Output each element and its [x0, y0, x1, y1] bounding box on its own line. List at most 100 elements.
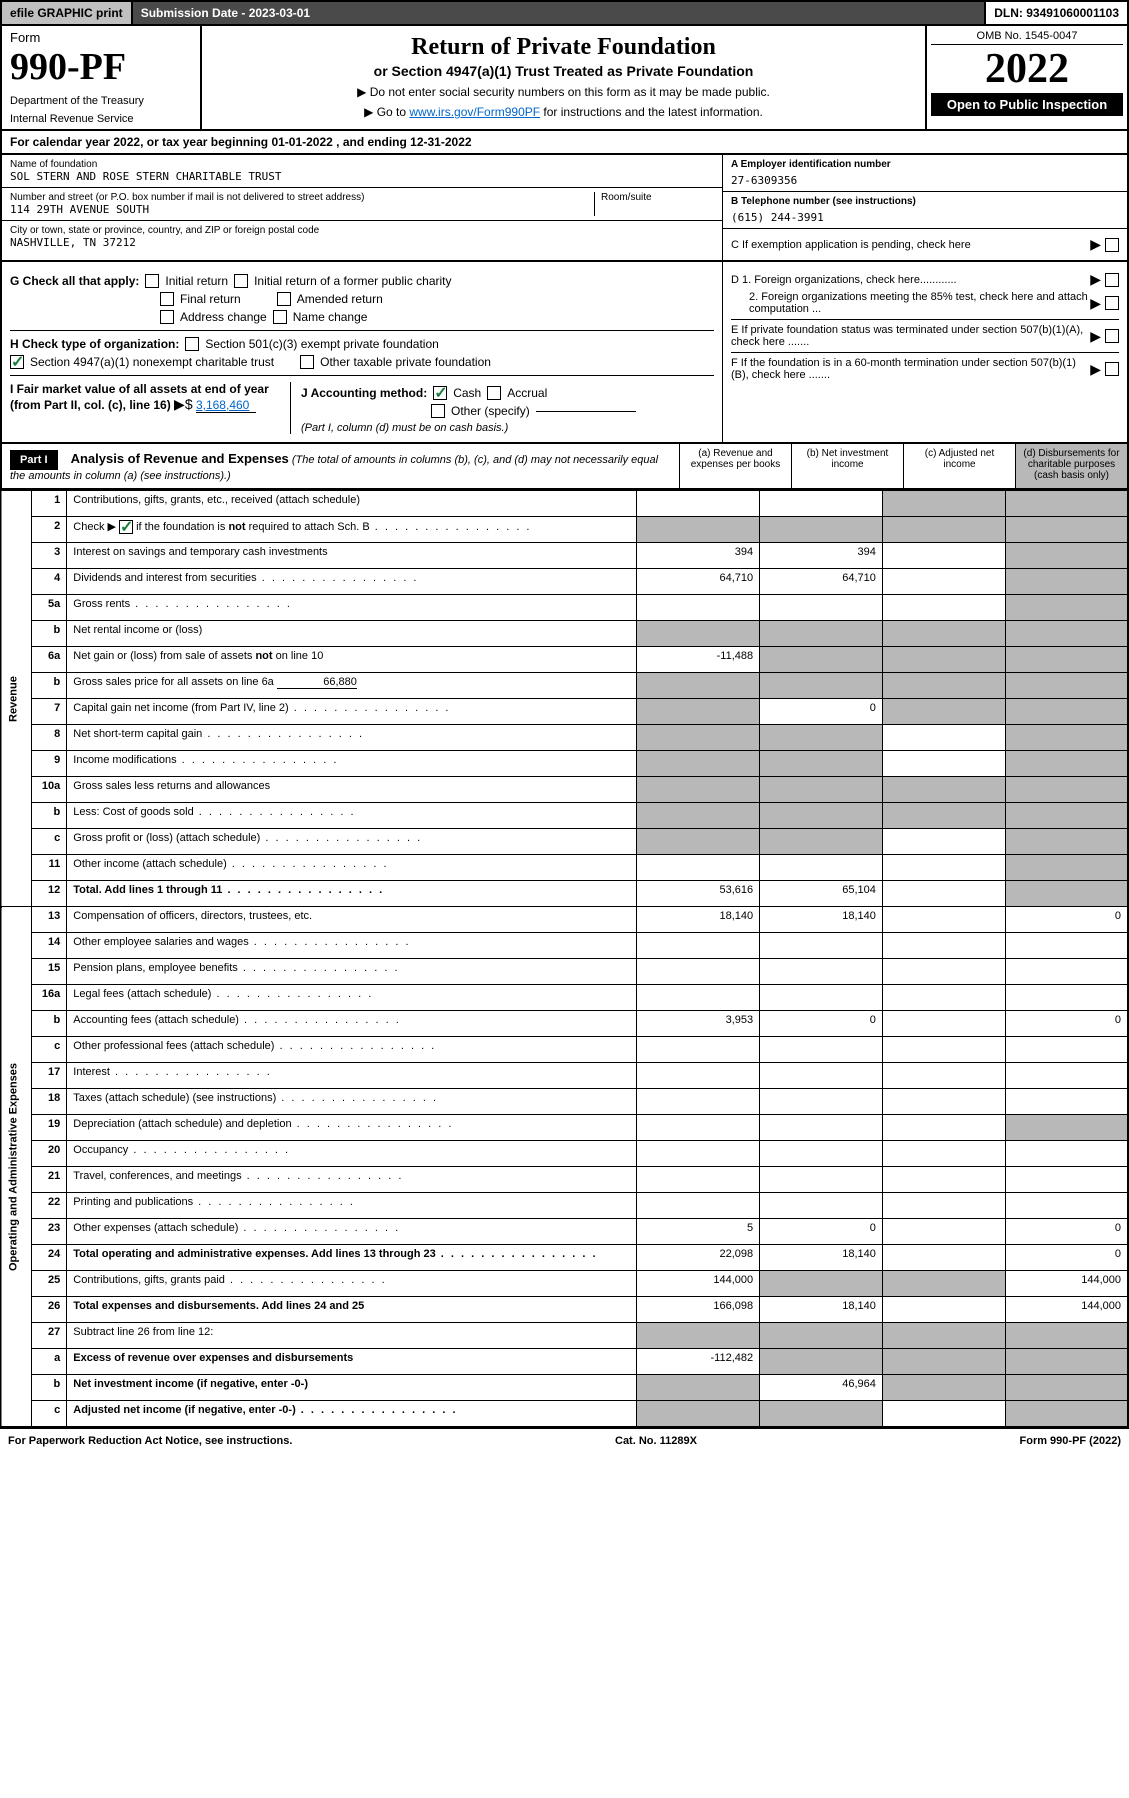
line-number: 2 — [32, 517, 67, 543]
value-cell-a — [637, 1037, 760, 1063]
value-cell-e — [1005, 1141, 1128, 1167]
value-cell-a — [637, 751, 760, 777]
j-cash-checkbox[interactable] — [433, 386, 447, 400]
line-description: Travel, conferences, and meetings — [67, 1167, 637, 1193]
value-cell-b — [760, 803, 883, 829]
value-cell-b — [760, 1401, 883, 1427]
j-other-checkbox[interactable] — [431, 404, 445, 418]
f-checkbox[interactable] — [1105, 362, 1119, 376]
d1-checkbox[interactable] — [1105, 273, 1119, 287]
value-cell-a: 394 — [637, 543, 760, 569]
name-label: Name of foundation — [10, 159, 714, 170]
line-number: 22 — [32, 1193, 67, 1219]
j-accrual-checkbox[interactable] — [487, 386, 501, 400]
value-cell-e — [1005, 1193, 1128, 1219]
value-cell-b — [760, 777, 883, 803]
value-cell-a — [637, 1063, 760, 1089]
value-cell-e — [1005, 777, 1128, 803]
value-cell-e — [1005, 1375, 1128, 1401]
value-cell-c — [882, 621, 1005, 647]
value-cell-c — [882, 517, 1005, 543]
value-cell-a — [637, 673, 760, 699]
line-number: 10a — [32, 777, 67, 803]
line-number: 27 — [32, 1323, 67, 1349]
line-description: Printing and publications — [67, 1193, 637, 1219]
c-checkbox[interactable] — [1105, 238, 1119, 252]
value-cell-b — [760, 673, 883, 699]
e-checkbox[interactable] — [1105, 329, 1119, 343]
value-cell-b — [760, 491, 883, 517]
foundation-name: SOL STERN AND ROSE STERN CHARITABLE TRUS… — [10, 170, 714, 183]
value-cell-b — [760, 1271, 883, 1297]
line-description: Subtract line 26 from line 12: — [67, 1323, 637, 1349]
g-name-checkbox[interactable] — [273, 310, 287, 324]
value-cell-e — [1005, 517, 1128, 543]
h-501c3-checkbox[interactable] — [185, 337, 199, 351]
value-cell-c — [882, 1219, 1005, 1245]
revenue-side-label: Revenue — [1, 491, 32, 907]
value-cell-c — [882, 985, 1005, 1011]
ein-label: A Employer identification number — [731, 159, 1119, 170]
value-cell-b — [760, 1115, 883, 1141]
table-row: Revenue1Contributions, gifts, grants, et… — [1, 491, 1128, 517]
line-number: 17 — [32, 1063, 67, 1089]
value-cell-a: 166,098 — [637, 1297, 760, 1323]
value-cell-a — [637, 1089, 760, 1115]
c-label: C If exemption application is pending, c… — [731, 239, 971, 251]
table-row: 9Income modifications — [1, 751, 1128, 777]
value-cell-c — [882, 1297, 1005, 1323]
h-4947-checkbox[interactable] — [10, 355, 24, 369]
footer-left: For Paperwork Reduction Act Notice, see … — [8, 1435, 292, 1447]
value-cell-b: 0 — [760, 1011, 883, 1037]
h-other-checkbox[interactable] — [300, 355, 314, 369]
value-cell-b — [760, 1141, 883, 1167]
g-initial-checkbox[interactable] — [145, 274, 159, 288]
value-cell-a — [637, 1115, 760, 1141]
ein-value: 27-6309356 — [731, 174, 1119, 187]
line-description: Gross rents — [67, 595, 637, 621]
i-value-link[interactable]: 3,168,460 — [196, 398, 256, 413]
line-description: Other professional fees (attach schedule… — [67, 1037, 637, 1063]
footer-mid: Cat. No. 11289X — [615, 1435, 697, 1447]
g-final-checkbox[interactable] — [160, 292, 174, 306]
line-number: 12 — [32, 881, 67, 907]
d2-checkbox[interactable] — [1105, 296, 1119, 310]
e-label: E If private foundation status was termi… — [731, 324, 1090, 348]
g-address-checkbox[interactable] — [160, 310, 174, 324]
g-former-checkbox[interactable] — [234, 274, 248, 288]
value-cell-e: 0 — [1005, 1245, 1128, 1271]
irs-label: Internal Revenue Service — [10, 113, 192, 125]
value-cell-c — [882, 803, 1005, 829]
value-cell-e — [1005, 621, 1128, 647]
line-description: Total. Add lines 1 through 11 — [67, 881, 637, 907]
inspection-label: Open to Public Inspection — [931, 93, 1123, 116]
line-number: 21 — [32, 1167, 67, 1193]
line-number: b — [32, 621, 67, 647]
line-number: 14 — [32, 933, 67, 959]
j-label: J Accounting method: — [301, 386, 427, 400]
line-number: 5a — [32, 595, 67, 621]
g-amended-checkbox[interactable] — [277, 292, 291, 306]
value-cell-e: 144,000 — [1005, 1271, 1128, 1297]
line-description: Occupancy — [67, 1141, 637, 1167]
value-cell-b: 18,140 — [760, 1245, 883, 1271]
form-number: 990-PF — [10, 45, 192, 89]
line-number: c — [32, 1037, 67, 1063]
line-description: Interest on savings and temporary cash i… — [67, 543, 637, 569]
line-description: Taxes (attach schedule) (see instruction… — [67, 1089, 637, 1115]
value-cell-b: 65,104 — [760, 881, 883, 907]
page-footer: For Paperwork Reduction Act Notice, see … — [0, 1428, 1129, 1453]
table-row: 10aGross sales less returns and allowanc… — [1, 777, 1128, 803]
line-number: 3 — [32, 543, 67, 569]
phone-value: (615) 244-3991 — [731, 211, 1119, 224]
value-cell-b: 0 — [760, 1219, 883, 1245]
value-cell-b — [760, 985, 883, 1011]
value-cell-e — [1005, 1323, 1128, 1349]
table-row: 15Pension plans, employee benefits — [1, 959, 1128, 985]
table-row: 22Printing and publications — [1, 1193, 1128, 1219]
value-cell-e — [1005, 1401, 1128, 1427]
irs-link[interactable]: www.irs.gov/Form990PF — [409, 105, 540, 119]
line-number: 23 — [32, 1219, 67, 1245]
efile-label[interactable]: efile GRAPHIC print — [2, 2, 133, 24]
value-cell-e — [1005, 933, 1128, 959]
